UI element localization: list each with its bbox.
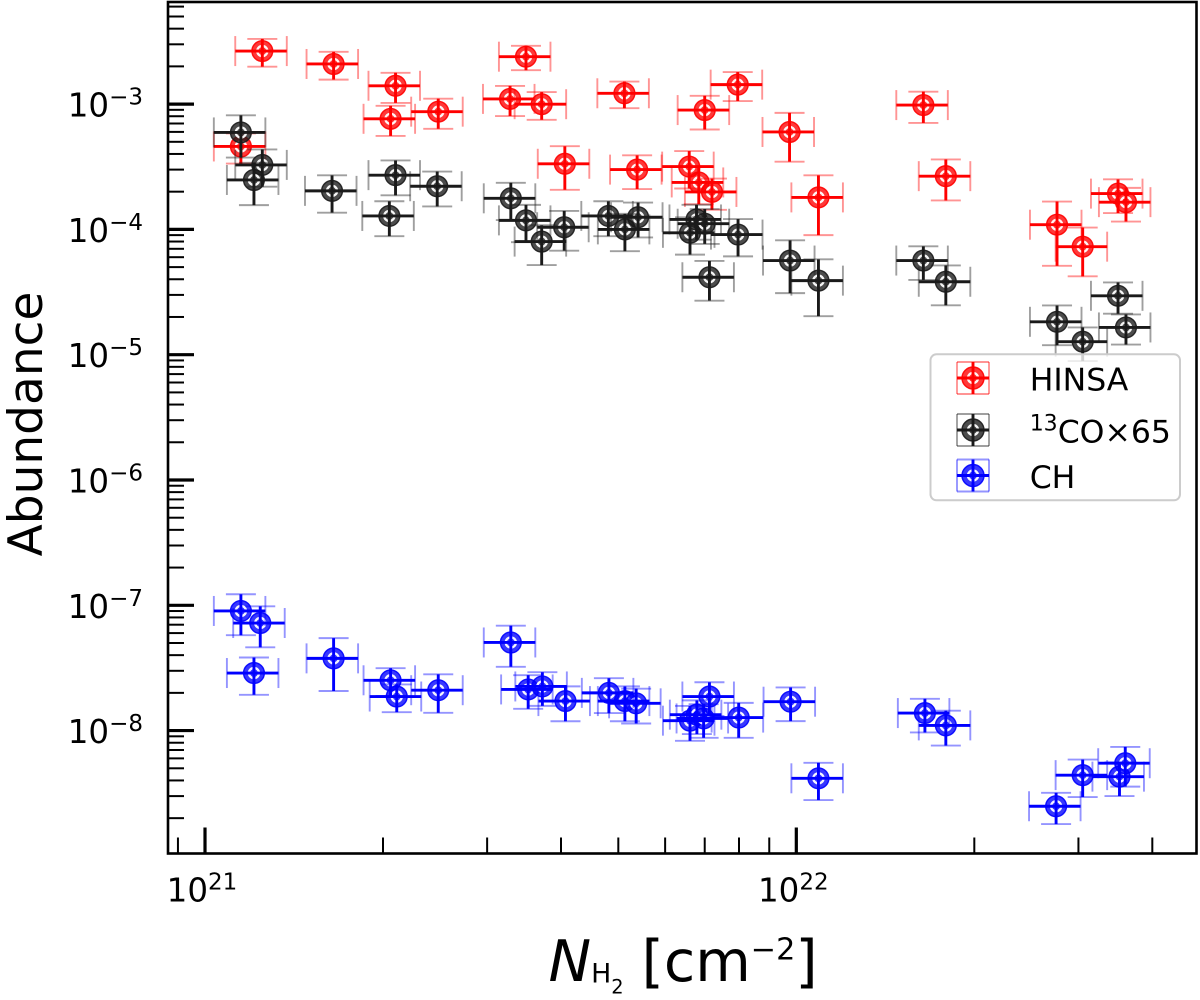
- x-axis: 1021 1022: [167, 827, 1154, 910]
- legend-marker-icon: [956, 361, 990, 395]
- errorbars: [212, 593, 1151, 826]
- error-bar: [482, 83, 536, 117]
- error-bar: [895, 90, 949, 124]
- legend-label: 13CO×65: [1030, 412, 1171, 451]
- error-bar: [537, 685, 591, 723]
- error-bar: [1054, 758, 1109, 798]
- y-tick-label: 10−5: [68, 335, 143, 375]
- error-bar: [536, 145, 591, 191]
- error-bar: [596, 212, 651, 253]
- error-bar: [367, 70, 421, 104]
- error-bar: [361, 200, 415, 238]
- error-bar: [596, 78, 650, 110]
- plot-frame: [166, 0, 1198, 855]
- error-bar: [225, 161, 280, 207]
- error-bar: [497, 41, 552, 72]
- markers: [229, 121, 1138, 353]
- error-bar: [917, 709, 972, 747]
- error-bar: [1097, 745, 1151, 788]
- error-bar: [482, 624, 537, 668]
- error-bar: [917, 264, 972, 307]
- error-bar: [610, 201, 664, 239]
- error-bar: [410, 96, 464, 130]
- errorbars: [212, 36, 1152, 278]
- y-tick-label: 10−4: [68, 210, 143, 250]
- error-bar: [681, 681, 735, 717]
- error-bar: [513, 224, 568, 267]
- error-bar: [1097, 186, 1152, 223]
- error-bar: [762, 686, 817, 723]
- error-bar: [536, 209, 590, 252]
- error-bar: [681, 259, 735, 302]
- legend: HINSA 13CO×65 CH: [929, 353, 1181, 502]
- error-bar: [410, 673, 464, 714]
- y-tick-label: 10−6: [68, 460, 143, 500]
- error-bar: [304, 174, 358, 214]
- error-bar: [409, 170, 463, 208]
- series-ch: [212, 593, 1151, 826]
- legend-marker-icon: [956, 458, 990, 493]
- error-bar: [609, 154, 663, 190]
- error-bar: [368, 681, 423, 714]
- error-bar: [305, 48, 360, 81]
- y-axis: 10−3 10−4 10−5 10−6 10−7 10−8: [68, 5, 194, 820]
- error-bar: [661, 705, 716, 742]
- error-bar: [709, 69, 764, 102]
- error-bar: [212, 593, 267, 637]
- error-bar: [212, 114, 267, 159]
- legend-label: HINSA: [1030, 363, 1129, 399]
- y-tick-label: 10−3: [68, 85, 143, 125]
- error-bar: [513, 89, 568, 121]
- x-tick-label: 1021: [167, 870, 238, 910]
- legend-entry-13co65: 13CO×65: [956, 412, 1171, 451]
- error-bar: [895, 245, 949, 281]
- error-bar: [1090, 178, 1144, 214]
- error-bar: [1091, 761, 1145, 798]
- y-tick-label: 10−7: [68, 586, 143, 626]
- error-bar: [367, 159, 421, 197]
- y-tick-label: 10−8: [68, 711, 143, 751]
- error-bar: [1029, 200, 1083, 267]
- error-bar: [1054, 226, 1109, 278]
- error-bar: [896, 697, 951, 734]
- error-bar: [1028, 791, 1082, 826]
- x-tick-label: 1022: [758, 870, 829, 910]
- error-bar: [790, 174, 844, 237]
- y-axis-label: Abundance: [0, 292, 54, 557]
- legend-marker-icon: [956, 413, 990, 447]
- error-bar: [710, 218, 764, 258]
- error-bar: [234, 36, 288, 68]
- legend-entry-hinsa: HINSA: [956, 361, 1129, 399]
- legend-entry-ch: CH: [956, 458, 1076, 496]
- error-bar: [710, 701, 765, 739]
- error-bar: [225, 656, 280, 696]
- errorbars: [212, 114, 1152, 363]
- error-bar: [917, 158, 972, 202]
- error-bar: [1090, 280, 1144, 315]
- error-bar: [790, 761, 844, 802]
- error-bar: [761, 111, 815, 163]
- error-bar: [362, 103, 417, 137]
- error-bar: [676, 94, 731, 131]
- error-bar: [790, 258, 844, 318]
- error-bar: [683, 176, 738, 211]
- error-bar: [232, 605, 286, 649]
- error-bar: [500, 674, 554, 710]
- error-bar: [362, 665, 417, 697]
- legend-label: CH: [1030, 460, 1076, 496]
- error-bar: [762, 239, 816, 295]
- legend-box: [929, 353, 1181, 502]
- series-13co65: [212, 114, 1152, 363]
- error-bar: [305, 637, 360, 692]
- error-bar: [1097, 312, 1152, 346]
- error-bar: [668, 203, 722, 241]
- x-axis-label: NH2 [cm−2]: [548, 929, 817, 996]
- error-bar: [608, 687, 662, 725]
